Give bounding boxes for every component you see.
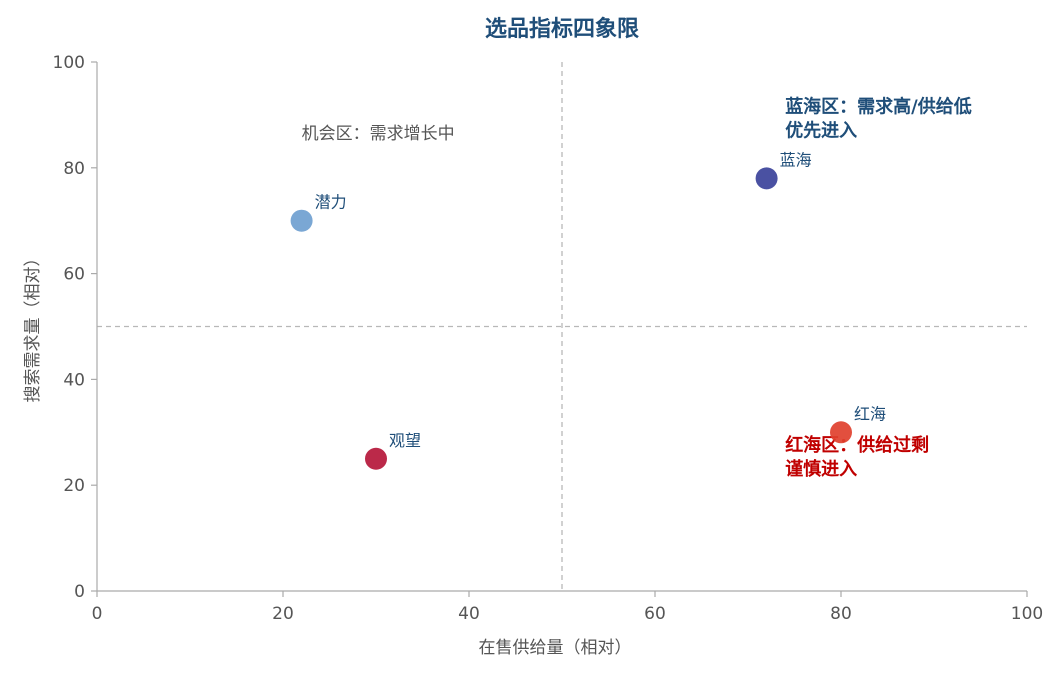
data-point [365, 447, 387, 470]
x-axis-label: 在售供给量（相对） [479, 638, 632, 658]
data-point [755, 167, 778, 190]
x-tick-label: 0 [92, 604, 103, 624]
x-tick-label: 20 [272, 604, 294, 624]
x-tick-label: 80 [830, 604, 852, 624]
x-tick-label: 60 [644, 604, 666, 624]
data-point [830, 421, 852, 444]
y-tick-label: 100 [53, 53, 85, 73]
y-tick-label: 60 [63, 265, 85, 285]
quadrant-annotation: 机会区：需求增长中 [302, 124, 455, 144]
x-tick-label: 100 [1011, 604, 1043, 624]
quadrant-annotation: 优先进入 [785, 119, 857, 141]
y-tick-label: 0 [74, 582, 85, 602]
point-label: 观望 [389, 431, 421, 450]
y-tick-label: 80 [63, 159, 85, 179]
point-label: 蓝海 [780, 150, 812, 169]
y-tick-label: 40 [63, 370, 85, 390]
quadrant-annotation: 蓝海区：需求高/供给低 [785, 95, 972, 117]
y-axis-label: 搜索需求量（相对） [23, 250, 43, 403]
quadrant-annotation: 谨慎进入 [785, 458, 857, 480]
point-label: 潜力 [315, 193, 347, 212]
data-point [290, 209, 313, 232]
plot-area: 0 20 40 60 80 100 0 20 40 60 80 100 机会区：需求增长中 蓝海区：需求高… [53, 53, 1044, 624]
point-label: 红海 [854, 404, 886, 423]
x-tick-label: 40 [458, 604, 480, 624]
quadrant-annotation: 红海区：供给过剩 [785, 434, 929, 456]
chart-title: 选品指标四象限 [485, 16, 639, 42]
y-tick-label: 20 [63, 476, 85, 496]
